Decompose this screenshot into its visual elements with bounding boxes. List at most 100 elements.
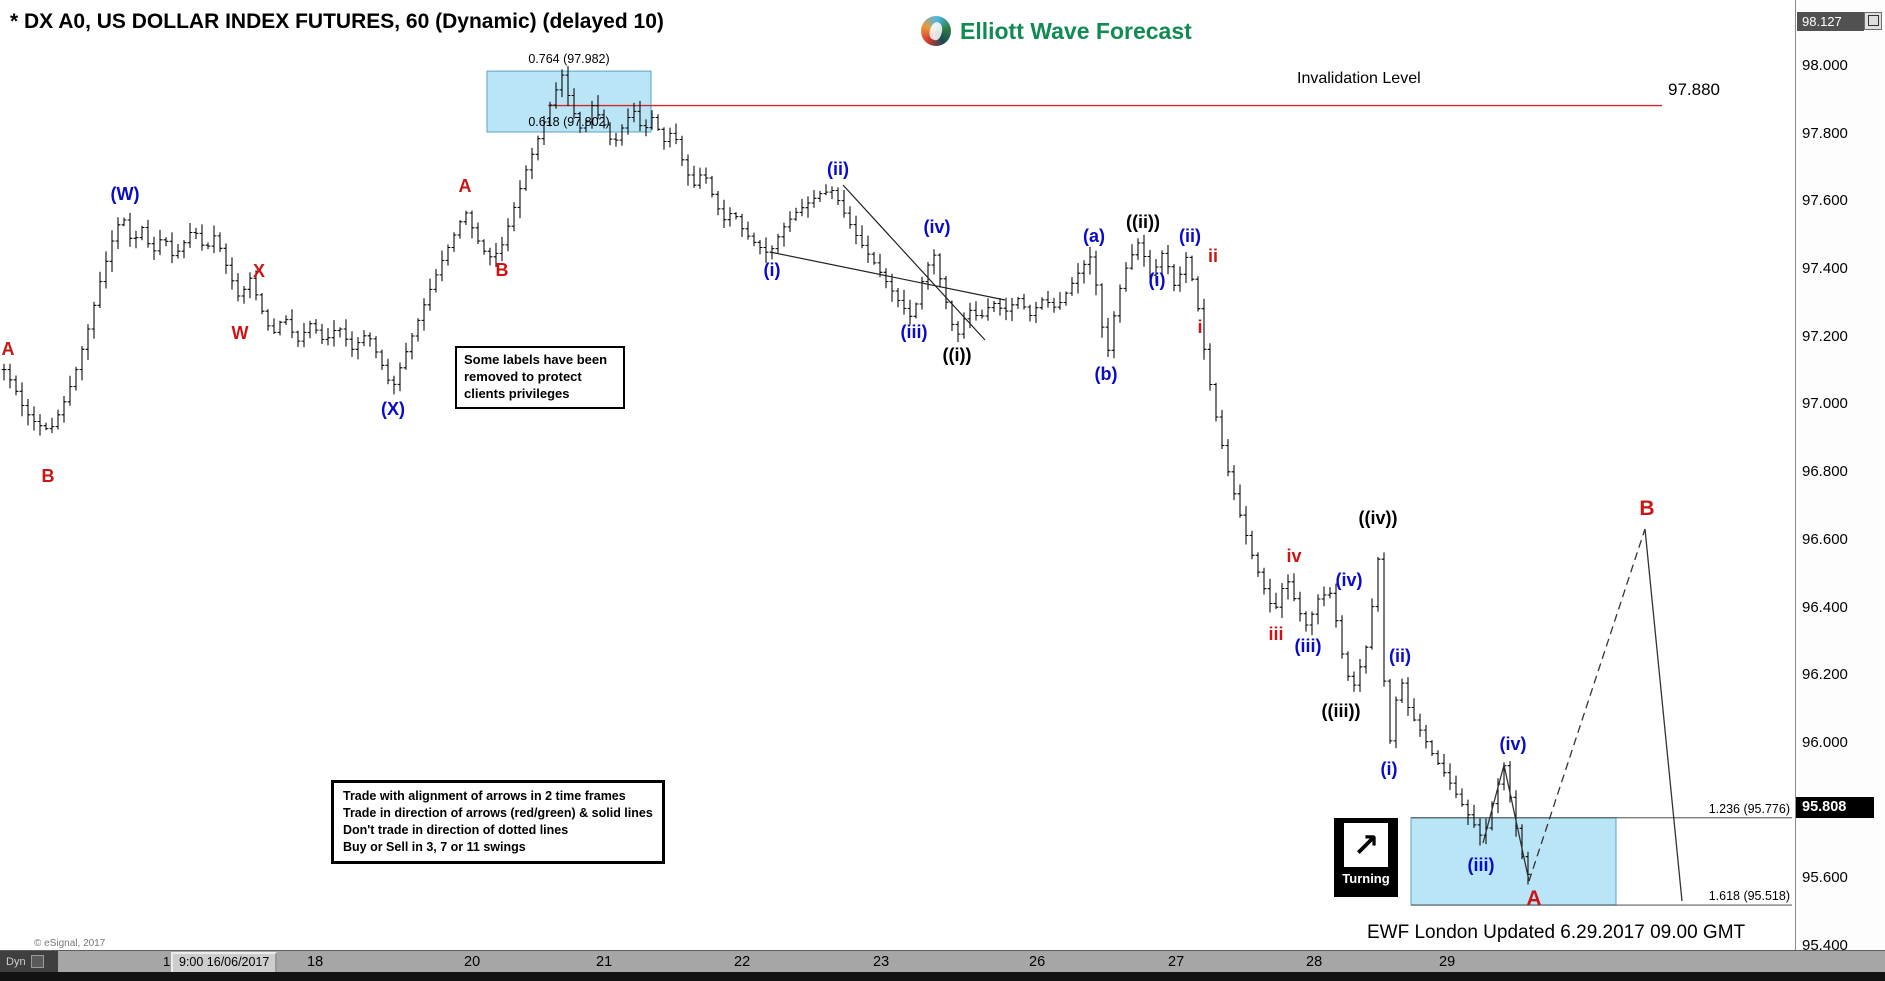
wave-label: ((ii)) xyxy=(1126,212,1160,232)
wave-label: (X) xyxy=(381,399,405,419)
esignal-copyright: © eSignal, 2017 xyxy=(34,938,106,949)
wave-label: B xyxy=(42,466,55,486)
price-tick: 95.600 xyxy=(1802,869,1848,886)
wave-label: ((i)) xyxy=(943,345,972,365)
trend-line xyxy=(842,184,986,341)
fib-label-0764: 0.764 (97.982) xyxy=(528,52,610,66)
note-line: removed to protect xyxy=(464,368,582,384)
scale-corner-button[interactable] xyxy=(1864,12,1882,30)
wave-label: X xyxy=(253,261,265,281)
fib-label-1236: 1.236 (95.776) xyxy=(1708,802,1790,816)
trend-line xyxy=(769,251,1006,301)
price-tick: 96.200 xyxy=(1802,666,1848,683)
time-tick: 26 xyxy=(1029,954,1046,970)
wave-label: A xyxy=(459,176,472,196)
trade-rules-box: Trade with alignment of arrows in 2 time… xyxy=(331,780,665,864)
wave-label: (iv) xyxy=(1336,570,1363,590)
brand-logo: Elliott Wave Forecast xyxy=(921,16,1192,46)
fib-box-bottom xyxy=(1410,817,1617,906)
wave-label: (iii) xyxy=(1468,855,1495,875)
wave-label: (a) xyxy=(1083,226,1105,246)
wave-label: (i) xyxy=(1149,270,1166,290)
time-tick: 20 xyxy=(464,954,481,970)
bottom-scrollbar[interactable] xyxy=(0,972,1885,981)
time-tick: 18 xyxy=(307,954,324,970)
invalidation-level-label: Invalidation Level xyxy=(1297,70,1421,87)
wave-label: (ii) xyxy=(1389,646,1411,666)
date-tooltip: 9:00 16/06/2017 xyxy=(171,952,278,974)
price-tick: 97.000 xyxy=(1802,395,1848,412)
fib-label-1618: 1.618 (95.518) xyxy=(1708,889,1790,903)
time-tick: 27 xyxy=(1168,954,1185,970)
price-tick: 97.800 xyxy=(1802,125,1848,142)
price-tick: 97.200 xyxy=(1802,328,1848,345)
price-tick: 97.400 xyxy=(1802,260,1848,277)
wave-label: (i) xyxy=(764,260,781,280)
wave-label: (iii) xyxy=(1295,636,1322,656)
wave-label: (iv) xyxy=(924,217,951,237)
time-tick: 21 xyxy=(596,954,613,970)
price-scale[interactable]: 98.127 95.808 98.000 97.800 97.600 97.400 97… xyxy=(1795,0,1885,954)
price-chart: A B (W) X W (X) A B (i) (ii) (iii) (iv) ((i)) (a) (b) (… xyxy=(1,66,1792,910)
session-high-badge: 98.127 xyxy=(1797,12,1864,31)
trade-rule-line: Trade in direction of arrows (red/green)… xyxy=(343,805,653,820)
restore-icon xyxy=(1868,15,1879,26)
wave-label: (iv) xyxy=(1500,734,1527,754)
trade-rule-line: Buy or Sell in 3, 7 or 11 swings xyxy=(343,839,526,854)
brand-globe-icon xyxy=(921,16,951,46)
ohlc-bars xyxy=(1,66,1531,885)
wave-label: ii xyxy=(1208,246,1218,266)
note-line: Some labels have been xyxy=(464,352,608,367)
dyn-button[interactable]: Dyn xyxy=(0,951,58,972)
wave-label: ((iii)) xyxy=(1322,701,1361,721)
chart-title: * DX A0, US DOLLAR INDEX FUTURES, 60 (Dy… xyxy=(10,10,664,33)
price-tick: 96.000 xyxy=(1802,734,1848,751)
update-annotation: EWF London Updated 6.29.2017 09.00 GMT xyxy=(1367,922,1746,943)
plot-area[interactable]: A B (W) X W (X) A B (i) (ii) (iii) (iv) ((i)) (a) (b) (… xyxy=(0,0,1795,950)
price-tick: 98.000 xyxy=(1802,57,1848,74)
projection-retrace-line xyxy=(1482,764,1530,882)
turning-box: ↗ Turning xyxy=(1334,818,1398,897)
price-tick: 96.400 xyxy=(1802,599,1848,616)
projection-down-line xyxy=(1644,528,1683,902)
time-scale[interactable]: Dyn 1 9:00 16/06/2017 18 20 21 22 23 26 27 28 29 xyxy=(0,950,1885,974)
wave-label: (W) xyxy=(111,184,140,204)
wave-label: iv xyxy=(1286,546,1301,566)
fib-label-0618: 0.618 (97.802) xyxy=(528,115,610,129)
time-tick: 29 xyxy=(1439,954,1456,970)
wave-label: W xyxy=(232,323,249,343)
wave-label: (ii) xyxy=(827,159,849,179)
note-box: Some labels have been removed to protect… xyxy=(455,346,625,409)
time-tick: 28 xyxy=(1306,954,1323,970)
wave-label: ((iv)) xyxy=(1359,508,1398,528)
brand-name: Elliott Wave Forecast xyxy=(960,17,1192,44)
price-tick: 96.800 xyxy=(1802,463,1848,480)
scale-mode-icon xyxy=(30,955,44,968)
trade-rule-line: Trade with alignment of arrows in 2 time… xyxy=(343,789,626,803)
dyn-label: Dyn xyxy=(6,955,26,968)
wave-label: iii xyxy=(1268,624,1283,644)
turning-label: Turning xyxy=(1342,871,1390,886)
wave-label: A xyxy=(2,339,15,359)
wave-label: B xyxy=(1639,497,1654,520)
wave-label: i xyxy=(1197,317,1202,337)
time-tick: 23 xyxy=(873,954,890,970)
note-line: clients privileges xyxy=(464,385,570,401)
wave-label: (ii) xyxy=(1179,226,1201,246)
price-tick: 97.600 xyxy=(1802,192,1848,209)
price-tick: 96.600 xyxy=(1802,531,1848,548)
wave-label: (iii) xyxy=(901,322,928,342)
invalidation-price-label: 97.880 xyxy=(1668,80,1720,99)
price-tick: 95.400 xyxy=(1802,937,1848,954)
date-prefix: 1 xyxy=(163,954,171,969)
wave-label: (b) xyxy=(1095,364,1118,384)
wave-label: B xyxy=(496,260,509,280)
projection-dashed-line xyxy=(1528,528,1646,882)
trade-rule-line: Don't trade in direction of dotted lines xyxy=(343,822,569,837)
time-tick: 22 xyxy=(734,954,751,970)
wave-label: A xyxy=(1526,887,1541,910)
turning-arrow-icon: ↗ xyxy=(1344,823,1388,867)
wave-label: (i) xyxy=(1381,759,1398,779)
last-price-badge: 95.808 xyxy=(1796,797,1874,818)
